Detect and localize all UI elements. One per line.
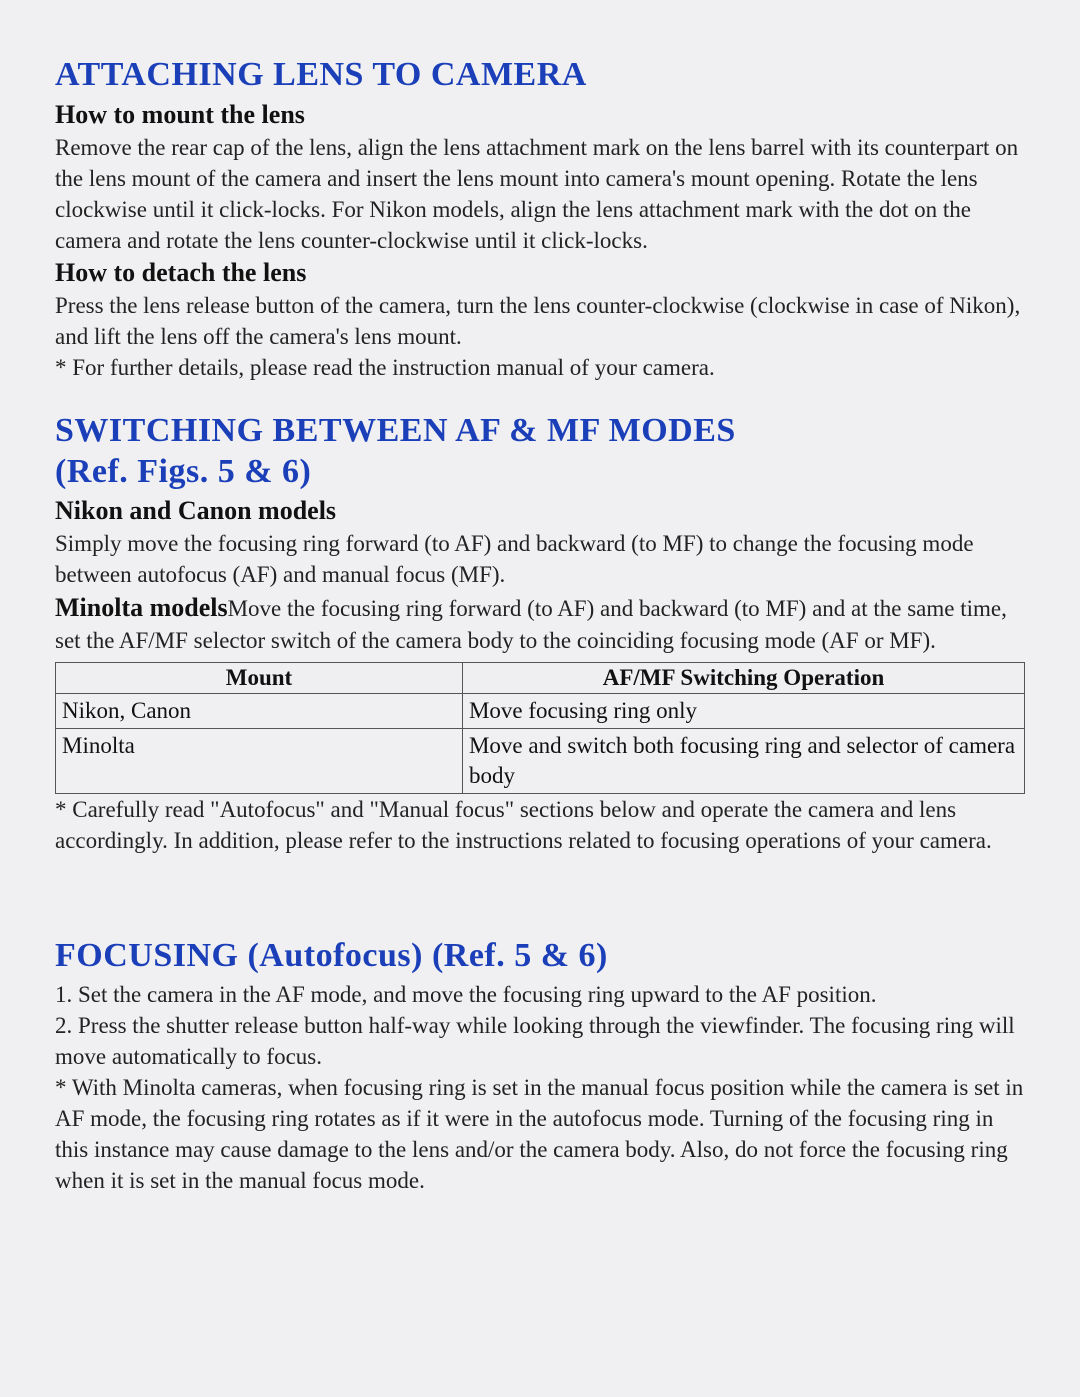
note-further-details: * For further details, please read the i… [55, 352, 1025, 383]
table-cell-operation: Move focusing ring only [462, 694, 1024, 729]
table-row: Nikon, Canon Move focusing ring only [56, 694, 1025, 729]
title-line-2: (Ref. Figs. 5 & 6) [55, 453, 311, 490]
body-detach: Press the lens release button of the cam… [55, 290, 1025, 352]
section-title: SWITCHING BETWEEN AF & MF MODES (Ref. Fi… [55, 411, 1025, 493]
note-minolta-warning: * With Minolta cameras, when focusing ri… [55, 1072, 1025, 1196]
table-cell-mount: Nikon, Canon [56, 694, 463, 729]
section-switching-modes: SWITCHING BETWEEN AF & MF MODES (Ref. Fi… [55, 411, 1025, 856]
document-page: ATTACHING LENS TO CAMERA How to mount th… [0, 0, 1080, 1236]
section-attaching-lens: ATTACHING LENS TO CAMERA How to mount th… [55, 55, 1025, 383]
table-row: Minolta Move and switch both focusing ri… [56, 729, 1025, 794]
table-header-row: Mount AF/MF Switching Operation [56, 663, 1025, 694]
table-header-mount: Mount [56, 663, 463, 694]
body-nikon-canon: Simply move the focusing ring forward (t… [55, 528, 1025, 590]
subhead-detach: How to detach the lens [55, 256, 1025, 290]
spacer [55, 866, 1025, 936]
section-focusing-autofocus: FOCUSING (Autofocus) (Ref. 5 & 6) 1. Set… [55, 936, 1025, 1196]
af-mf-table: Mount AF/MF Switching Operation Nikon, C… [55, 662, 1025, 794]
table-cell-operation: Move and switch both focusing ring and s… [462, 729, 1024, 794]
step-1: 1. Set the camera in the AF mode, and mo… [55, 979, 1025, 1010]
body-minolta: Minolta modelsMove the focusing ring for… [55, 590, 1025, 656]
body-mount: Remove the rear cap of the lens, align t… [55, 132, 1025, 256]
note-carefully-read: * Carefully read "Autofocus" and "Manual… [55, 794, 1025, 856]
subhead-mount: How to mount the lens [55, 98, 1025, 132]
section-title: ATTACHING LENS TO CAMERA [55, 55, 1025, 96]
table-header-operation: AF/MF Switching Operation [462, 663, 1024, 694]
step-2: 2. Press the shutter release button half… [55, 1010, 1025, 1072]
title-line-1: SWITCHING BETWEEN AF & MF MODES [55, 412, 736, 449]
table-cell-mount: Minolta [56, 729, 463, 794]
section-title: FOCUSING (Autofocus) (Ref. 5 & 6) [55, 936, 1025, 977]
subhead-minolta-inline: Minolta models [55, 593, 228, 622]
subhead-nikon-canon: Nikon and Canon models [55, 494, 1025, 528]
